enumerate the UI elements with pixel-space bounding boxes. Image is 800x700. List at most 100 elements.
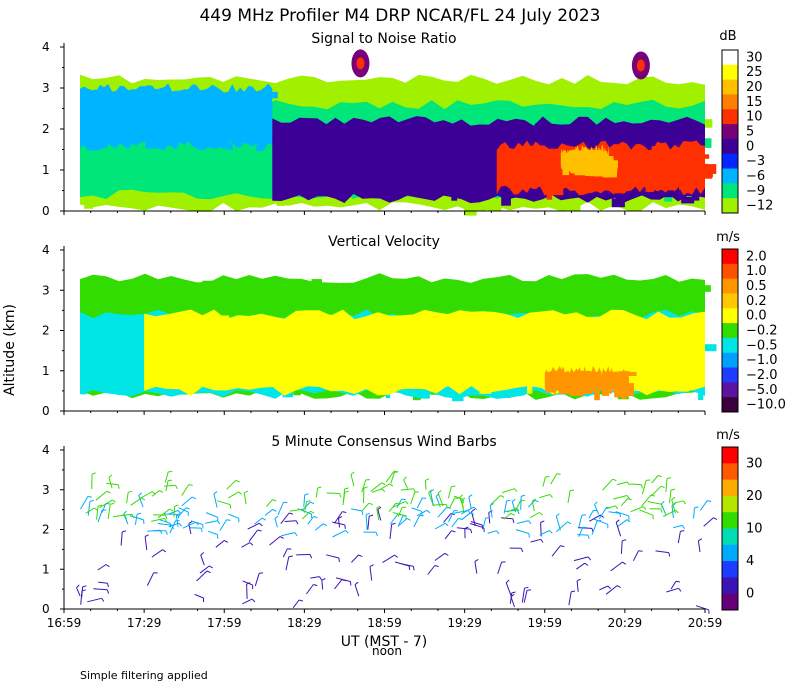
wind-barb-flag: [616, 585, 621, 589]
wind-barb: [400, 488, 414, 491]
wind-barb-flag: [642, 506, 647, 510]
field-cell: [613, 377, 622, 387]
wind-barb: [389, 524, 393, 539]
field-cell: [286, 140, 297, 144]
wind-barb-flag: [470, 529, 473, 534]
colorbar-swatch: [722, 308, 738, 324]
wind-barb: [437, 492, 444, 507]
field-cell: [176, 160, 189, 169]
wind-barb-flag: [257, 529, 262, 532]
wind-barb-flag: [571, 590, 576, 593]
field-cell: [620, 154, 627, 159]
wind-barb-flag: [258, 522, 263, 527]
field-cell: [522, 145, 533, 156]
field-cell: [143, 123, 157, 132]
field-cell: [603, 100, 615, 106]
wind-barb: [281, 532, 296, 537]
field-cell: [476, 205, 491, 210]
field-cell: [446, 316, 460, 321]
wind-barb: [697, 540, 701, 553]
wind-barb: [551, 545, 561, 557]
wind-barb: [205, 512, 218, 518]
field-cell: [229, 323, 234, 333]
wind-barb: [410, 491, 416, 505]
wind-barb-flag: [294, 532, 298, 537]
wind-barb-flag: [319, 576, 323, 581]
wind-barb: [304, 501, 308, 511]
colorbar-label: −6: [746, 169, 765, 184]
colorbar-swatch: [722, 337, 738, 354]
field-cell: [89, 336, 99, 345]
wind-barb: [365, 514, 368, 530]
field-cell: [387, 129, 399, 138]
field-cell: [325, 314, 339, 319]
wind-barb-flag: [323, 523, 328, 527]
wind-barb: [254, 517, 263, 525]
wind-barb-flag: [361, 510, 364, 515]
wind-barb: [213, 493, 218, 508]
wind-barb-flag: [105, 564, 110, 568]
field-cell: [570, 178, 579, 182]
field-cell: [156, 360, 162, 368]
wind-barb: [216, 500, 231, 506]
field-cell: [454, 107, 468, 113]
wind-barb: [578, 527, 584, 537]
wind-barb-flag: [341, 579, 346, 582]
field-cell: [655, 137, 661, 145]
field-cell: [658, 176, 668, 183]
colorbar-swatch: [722, 352, 738, 369]
wind-barb-flag: [567, 521, 572, 525]
wind-barb-flag: [640, 484, 643, 489]
wind-barb-flag: [444, 522, 449, 527]
colorbar-swatch: [722, 109, 738, 125]
wind-barb-flag: [112, 499, 116, 503]
field-cell: [389, 179, 402, 184]
field-cell: [145, 139, 159, 149]
field-cell: [132, 336, 142, 344]
wind-barb-flag: [144, 534, 149, 538]
field-cell: [179, 84, 191, 90]
y-tick-label: 1: [42, 562, 50, 576]
wind-barb-flag: [627, 498, 632, 501]
field-cell: [219, 108, 227, 119]
wind-barb-flag: [682, 500, 687, 505]
wind-barb: [338, 518, 340, 528]
wind-barb-flag: [306, 500, 311, 502]
colorbar-swatch: [722, 447, 738, 464]
field-cell: [603, 165, 613, 172]
axes: [60, 446, 706, 613]
wind-barb-flag: [675, 580, 680, 583]
field-cell: [254, 168, 266, 179]
colorbar-swatch: [722, 153, 738, 170]
field-cell: [664, 194, 673, 202]
field-cell: [614, 389, 628, 398]
wind-barb-flag: [534, 499, 539, 503]
layer-8-12: [85, 470, 687, 522]
wind-barb-flag: [106, 589, 109, 594]
wind-barb-flag: [593, 509, 598, 512]
wind-barb: [303, 494, 306, 507]
wind-barb: [361, 502, 370, 512]
wind-barb-flag: [295, 520, 299, 525]
field-cell: [473, 137, 486, 141]
colorbar-label: 0.5: [746, 279, 767, 294]
field-cell: [693, 187, 699, 193]
wind-barb-flag: [615, 505, 619, 510]
wind-barb-flag: [505, 579, 510, 584]
wind-barb: [505, 582, 512, 597]
wind-barb-flag: [349, 581, 352, 586]
wind-barb-flag: [532, 498, 536, 502]
wind-barb: [416, 497, 423, 509]
wind-barb-flag: [171, 525, 174, 530]
colorbar-label: −3: [746, 154, 765, 169]
field-cell: [676, 288, 690, 293]
wind-barb-flag: [338, 557, 340, 563]
wind-barb-flag: [279, 536, 284, 539]
wind-barb: [693, 507, 695, 519]
field-cell: [141, 164, 152, 173]
wind-barb-flag: [707, 500, 712, 503]
field-cell: [317, 350, 323, 358]
wind-barb: [598, 506, 608, 520]
wind-barb-flag: [106, 490, 111, 494]
field-cell: [668, 286, 679, 295]
